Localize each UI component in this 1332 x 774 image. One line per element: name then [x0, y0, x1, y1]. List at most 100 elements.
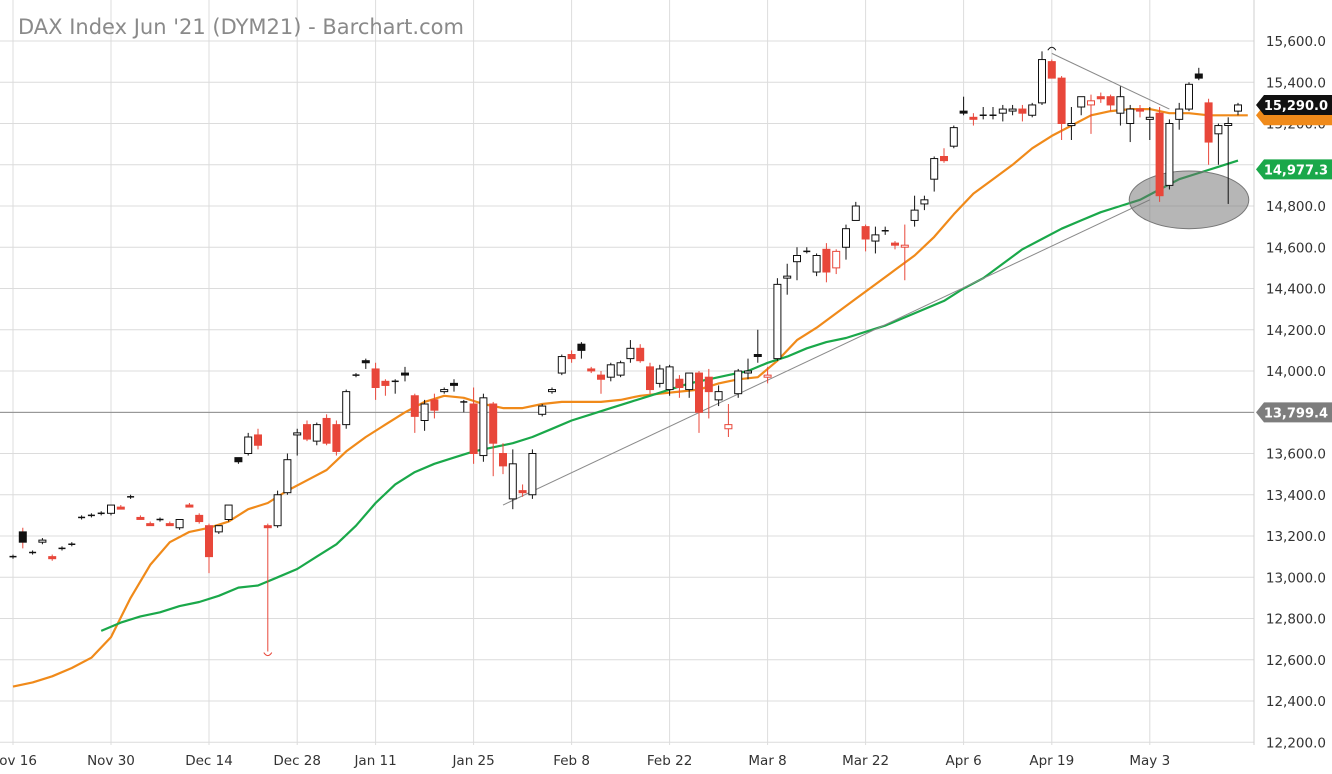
candle: [430, 393, 439, 419]
candle: [548, 387, 556, 394]
candle: [773, 278, 782, 361]
candle-body: [714, 391, 723, 401]
y-tick-label: 14,200.0: [1266, 323, 1326, 339]
candle: [78, 515, 86, 520]
y-tick-label: 14,600.0: [1266, 240, 1326, 256]
candle-body: [998, 108, 1007, 114]
candle-body: [263, 525, 272, 529]
candle-body: [518, 490, 527, 494]
candle: [851, 201, 860, 221]
candle: [1008, 104, 1017, 116]
candle-body: [685, 372, 694, 391]
price-badge-label: 14,977.3: [1264, 163, 1328, 178]
x-tick-label: Nov 30: [87, 753, 135, 769]
candle: [508, 449, 517, 510]
candle-body: [1018, 108, 1027, 114]
candle: [479, 393, 488, 462]
candle-body: [1194, 73, 1203, 79]
candle-body: [587, 368, 596, 372]
candle-body: [224, 504, 233, 520]
candle: [998, 104, 1007, 122]
y-tick-label: 13,200.0: [1266, 529, 1326, 545]
candle: [704, 368, 713, 419]
candle-body: [165, 523, 174, 527]
candle: [646, 362, 654, 394]
candle: [842, 224, 850, 260]
candle: [489, 401, 498, 477]
candle: [29, 550, 37, 555]
candle-body: [48, 556, 57, 560]
candle: [361, 358, 370, 369]
candle: [87, 513, 95, 518]
candle: [763, 366, 772, 384]
candle-body: [930, 158, 939, 180]
candle-body: [851, 205, 860, 221]
candle: [234, 457, 243, 464]
candle: [420, 399, 429, 431]
candle: [1234, 102, 1242, 116]
candle-body: [616, 362, 625, 376]
candle: [636, 344, 645, 363]
candle: [1175, 102, 1184, 130]
candle: [949, 125, 958, 149]
candle-body: [1175, 108, 1184, 120]
candle: [18, 527, 27, 549]
candle: [577, 342, 586, 359]
highlight-layer: [1128, 170, 1250, 230]
candle-body: [18, 531, 27, 543]
candle: [116, 505, 125, 510]
price-badge-background: [1256, 94, 1332, 115]
candle: [979, 107, 987, 120]
candle: [1185, 82, 1193, 112]
candle-body: [254, 434, 262, 446]
y-tick-label: 12,200.0: [1266, 735, 1326, 751]
low-marker: [263, 652, 273, 657]
candle: [1018, 104, 1027, 122]
candles: [9, 46, 1242, 657]
candle-body: [626, 347, 635, 360]
candle-body: [734, 370, 743, 395]
candle: [1204, 98, 1213, 165]
candle-body: [1214, 125, 1223, 135]
candle: [910, 195, 919, 227]
candle-body: [361, 360, 370, 364]
candle: [753, 329, 762, 363]
y-tick-label: 12,600.0: [1266, 653, 1326, 669]
candle: [175, 519, 184, 530]
candle: [1077, 96, 1086, 116]
candle-body: [479, 397, 488, 457]
price-badges: 13,799.4 14,977.3 15,290.0: [1256, 94, 1332, 423]
candle: [822, 243, 831, 283]
candle: [1067, 107, 1076, 140]
candle-body: [959, 110, 968, 114]
candle-body: [489, 403, 498, 444]
candle-body: [273, 494, 282, 527]
candle-body: [332, 424, 341, 452]
candle: [812, 253, 821, 277]
candle: [1165, 119, 1174, 190]
candle: [616, 360, 625, 378]
candle-body: [940, 156, 948, 162]
candle-body: [1234, 104, 1242, 112]
candle: [920, 195, 929, 211]
candle-body: [793, 255, 801, 263]
price-badge-label: 15,290.0: [1264, 99, 1328, 114]
candle: [332, 420, 341, 456]
candle-body: [1155, 112, 1164, 197]
candle-body: [812, 255, 821, 273]
chart-title: DAX Index Jun '21 (DYM21) - Barchart.com: [18, 15, 464, 39]
candle-body: [704, 376, 713, 393]
candle-body: [842, 228, 850, 248]
candle-body: [38, 539, 47, 543]
candle-body: [1028, 104, 1037, 116]
candle: [1214, 123, 1223, 165]
candle-body: [401, 372, 409, 376]
candle: [538, 404, 547, 417]
candle-body: [1047, 61, 1056, 79]
candle: [68, 542, 76, 547]
x-tick-label: May 3: [1129, 753, 1170, 769]
y-tick-label: 14,800.0: [1266, 199, 1326, 215]
candle-body: [430, 399, 439, 411]
candle: [1106, 94, 1115, 112]
